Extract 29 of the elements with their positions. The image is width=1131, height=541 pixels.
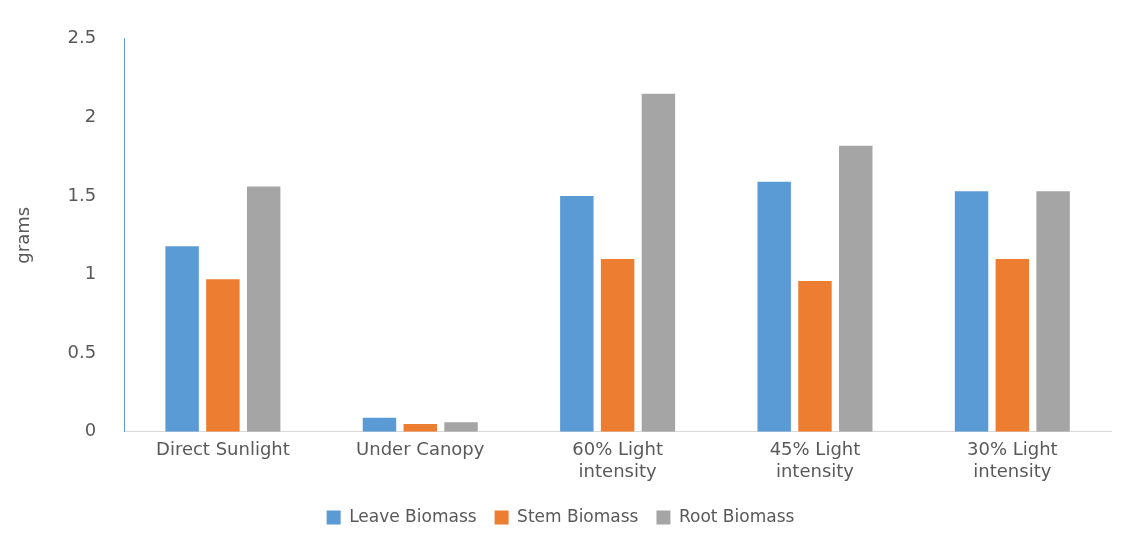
y-tick-label: 0.5 bbox=[67, 340, 97, 362]
x-tick-label: 30% Light intensity bbox=[966, 438, 1058, 481]
bar bbox=[362, 417, 397, 432]
bar bbox=[757, 181, 791, 432]
y-tick-label: 1 bbox=[84, 262, 97, 284]
bar bbox=[600, 258, 635, 432]
bar bbox=[444, 422, 478, 432]
legend-label: Leave Biomass bbox=[349, 505, 477, 526]
y-tick-label: 2.5 bbox=[67, 26, 97, 48]
x-tick-label: Direct Sunlight bbox=[156, 438, 290, 460]
bar bbox=[206, 279, 240, 432]
x-tick-label: Under Canopy bbox=[356, 438, 485, 460]
y-tick-label: 0 bbox=[84, 419, 97, 441]
bar bbox=[246, 186, 281, 432]
bar bbox=[839, 145, 873, 432]
legend-label: Root Biomass bbox=[678, 505, 795, 526]
y-tick-label: 2 bbox=[84, 105, 97, 127]
x-tick-label: 45% Light intensity bbox=[769, 438, 861, 481]
y-axis-title: grams bbox=[12, 206, 34, 264]
bar bbox=[995, 258, 1030, 432]
bar bbox=[560, 196, 594, 432]
bar bbox=[1036, 191, 1070, 432]
bar bbox=[798, 280, 832, 432]
bar bbox=[641, 93, 676, 432]
legend-label: Stem Biomass bbox=[517, 505, 639, 526]
x-tick-label: 60% Light intensity bbox=[572, 438, 663, 481]
bar bbox=[165, 246, 199, 432]
y-tick-label: 1.5 bbox=[67, 183, 97, 205]
bar bbox=[954, 191, 989, 432]
